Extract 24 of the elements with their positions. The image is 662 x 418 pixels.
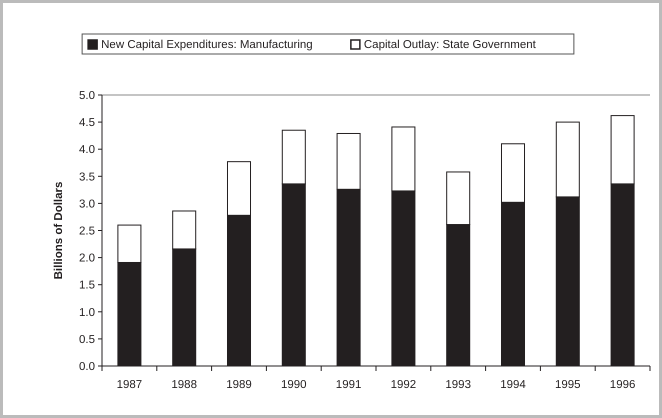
x-tick-label: 1992: [390, 379, 416, 391]
x-tick-label: 1996: [610, 379, 636, 391]
y-tick-label: 0.5: [79, 334, 95, 346]
x-tick-label: 1987: [116, 379, 142, 391]
y-axis-title: Billions of Dollars: [53, 182, 65, 280]
y-tick-label: 3.5: [79, 171, 95, 184]
y-tick-label: 5.0: [79, 90, 95, 102]
legend-label: New Capital Expenditures: Manufacturing: [101, 39, 313, 51]
y-tick-label: 1.0: [79, 306, 95, 319]
y-tick-label: 2.0: [79, 252, 95, 265]
y-tick-label: 0.0: [79, 361, 95, 374]
x-tick-label: 1989: [226, 379, 252, 391]
y-tick-label: 3.0: [79, 198, 95, 210]
y-tick-label: 4.5: [79, 117, 95, 130]
x-tick-label: 1990: [281, 379, 307, 391]
x-tick-label: 1988: [171, 379, 197, 391]
legend-label: Capital Outlay: State Government: [364, 39, 537, 51]
x-tick-label: 1993: [445, 379, 471, 391]
x-tick-label: 1995: [555, 379, 581, 391]
y-tick-label: 2.5: [79, 226, 95, 238]
x-tick-label: 1994: [500, 379, 526, 391]
y-tick-label: 4.0: [79, 144, 95, 156]
y-tick-label: 1.5: [79, 280, 95, 292]
x-tick-label: 1991: [336, 379, 362, 391]
